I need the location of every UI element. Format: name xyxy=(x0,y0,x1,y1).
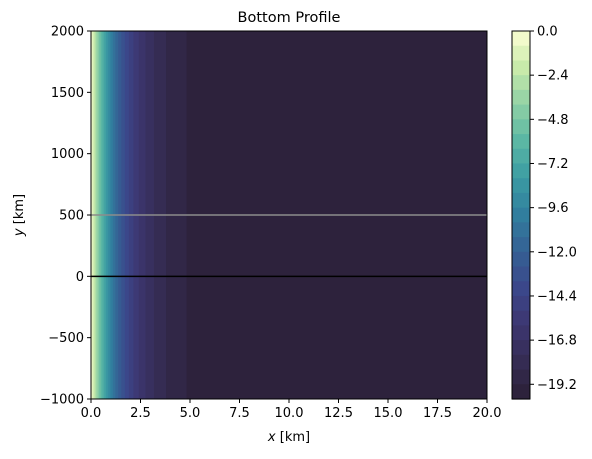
x-tick-label: 2.5 xyxy=(130,406,151,421)
colorbar-band xyxy=(512,75,530,91)
y-tick-label: −1000 xyxy=(40,393,84,408)
x-tick-label: 20.0 xyxy=(473,406,502,421)
x-tick-label: 0.0 xyxy=(81,406,102,421)
colorbar-tick-label: −7.2 xyxy=(537,157,569,172)
chart-title: Bottom Profile xyxy=(238,10,341,26)
x-axis-ticks: 0.0 2.5 5.0 7.5 10.0 12.5 15.0 17.5 20.0 xyxy=(81,399,502,421)
x-tick-label: 17.5 xyxy=(423,406,452,421)
y-axis-ticks: −1000 −500 0 500 1000 1500 2000 xyxy=(40,25,91,408)
colorbar: 0.0 −2.4 −4.8 −7.2 −9.6 −12.0 −14.4 −16.8 −19.2 xyxy=(511,25,577,400)
colorbar-tick-label: −12.0 xyxy=(537,245,577,260)
colorbar-band xyxy=(512,104,530,120)
colorbar-band xyxy=(512,340,530,356)
colorbar-band xyxy=(512,178,530,194)
colorbar-band xyxy=(512,134,530,150)
colorbar-band xyxy=(512,295,530,312)
colorbar-band xyxy=(512,281,530,297)
horizontal-lines xyxy=(91,214,487,278)
x-axis-var: x xyxy=(267,430,276,445)
y-tick-label: 1000 xyxy=(51,147,84,162)
colorbar-tick-label: 0.0 xyxy=(537,25,558,40)
colorbar-tick-label: −14.4 xyxy=(537,289,577,304)
y-tick-label: −500 xyxy=(48,331,84,346)
x-tick-label: 7.5 xyxy=(229,406,250,421)
colorbar-band xyxy=(512,384,530,400)
colorbar-band xyxy=(512,60,530,76)
colorbar-bands xyxy=(512,31,530,400)
colorbar-frame xyxy=(511,30,531,400)
colorbar-band xyxy=(512,192,530,209)
colorbar-tick-label: −4.8 xyxy=(537,113,569,128)
colorbar-band xyxy=(512,207,530,223)
colorbar-tick-label: −9.6 xyxy=(537,201,569,216)
y-axis-label: y [km] xyxy=(12,194,27,237)
y-axis-unit: [km] xyxy=(12,194,27,228)
colorbar-band xyxy=(512,310,530,326)
colorbar-band xyxy=(512,251,530,268)
y-tick-label: 0 xyxy=(76,270,84,285)
colorbar-band xyxy=(512,354,530,371)
y-tick-label: 1500 xyxy=(51,86,84,101)
colorbar-band xyxy=(512,45,530,62)
y-axis-var: y xyxy=(12,228,27,237)
colorbar-tick-label: −16.8 xyxy=(537,334,577,349)
colorbar-tick-label: −2.4 xyxy=(537,69,569,84)
colorbar-band xyxy=(512,325,530,341)
x-tick-label: 10.0 xyxy=(275,406,304,421)
colorbar-band xyxy=(512,119,530,135)
colorbar-tick-label: −19.2 xyxy=(537,378,577,393)
colorbar-ticks: 0.0 −2.4 −4.8 −7.2 −9.6 −12.0 −14.4 −16.8 −19.2 xyxy=(530,25,577,393)
x-tick-label: 12.5 xyxy=(324,406,353,421)
colorbar-band xyxy=(512,369,530,385)
x-tick-label: 5.0 xyxy=(180,406,201,421)
colorbar-band xyxy=(512,266,530,282)
colorbar-band xyxy=(512,163,530,179)
colorbar-band xyxy=(512,31,530,47)
y-tick-label: 500 xyxy=(59,209,84,224)
y-tick-label: 2000 xyxy=(51,25,84,40)
x-axis-label: x [km] xyxy=(267,430,310,445)
x-tick-label: 15.0 xyxy=(374,406,403,421)
colorbar-band xyxy=(512,89,530,106)
colorbar-band xyxy=(512,148,530,165)
x-axis-unit: [km] xyxy=(276,430,310,445)
colorbar-band xyxy=(512,237,530,253)
colorbar-band xyxy=(512,222,530,238)
